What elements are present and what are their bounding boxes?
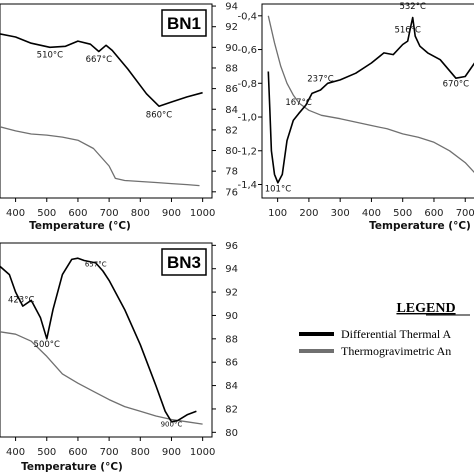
peak-annotation: 657°C [85,260,107,268]
y-tick-label: 84 [225,381,238,392]
legend-label-tg: Thermogravimetric An [341,344,451,358]
panel-tag: BN1 [167,14,201,33]
y-tick-label: 94 [225,2,238,13]
legend-title: LEGEND [396,301,455,316]
x-tick-label: 400 [362,208,381,219]
y-tick-label: 78 [225,167,238,178]
y-tick-label: 84 [225,105,238,116]
panel-tag-box [161,9,207,37]
peak-annotation: 667°C [86,55,112,65]
tg-curve [267,15,474,174]
series-group [0,33,203,187]
x-tick-label: 700 [100,208,119,219]
y-tick-label: 92 [225,22,238,33]
y-axis-ticks: -0,4 -0,6 -0,8 -1,0 -1,2 -1,4 [237,11,262,191]
x-tick-label: 400 [6,447,25,458]
y-tick-label: 90 [225,43,238,54]
x-tick-label: 600 [68,208,87,219]
x-tick-label: 500 [393,208,412,219]
x-axis-ticks: 400 500 600 700 800 900 1000 [6,198,215,219]
y-tick-label: 94 [225,264,238,275]
x-axis-ticks: 100 200 300 400 500 600 700 [268,198,474,219]
x-tick-label: 200 [299,208,318,219]
peak-annotation: 167°C [285,98,311,108]
peak-annotation: 516°C [394,26,420,36]
x-tick-label: 500 [37,447,56,458]
y-axis-ticks: 96 94 92 90 88 86 84 82 80 [212,241,238,439]
y-tick-label: 88 [225,63,238,74]
y-tick-label: 96 [225,241,238,252]
panel-right: 100 200 300 400 500 600 700 -0,4 -0,6 -0,8 -1,0 -1… [237,2,474,232]
x-tick-label: 100 [268,208,287,219]
y-axis-ticks: 94 92 90 88 86 84 82 80 78 76 [212,2,238,198]
y-tick-label: -1,0 [237,113,257,124]
y-tick-label: 82 [225,125,238,136]
y-tick-label: 86 [225,84,238,95]
x-tick-label: 800 [131,208,150,219]
peak-annotation: 101°C [265,184,291,194]
x-tick-label: 900 [162,447,181,458]
dta-curve [0,33,203,107]
y-tick-label: 80 [225,428,238,439]
y-tick-label: 90 [225,311,238,322]
peak-annotation: 860°C [146,111,172,121]
peak-annotation: 423°C [8,296,34,306]
x-tick-label: 400 [6,208,25,219]
series-group [267,15,474,184]
peak-annotation: 532°C [399,2,425,12]
x-axis-title: Temperature (°C) [369,220,471,232]
y-tick-label: 76 [225,187,238,198]
tg-curve [0,331,203,425]
y-tick-label: -0,6 [237,45,257,56]
y-tick-label: -0,4 [237,11,257,22]
x-axis-title: Temperature (°C) [21,461,123,473]
plot-frame [261,3,474,199]
peak-annotation: 900°C [161,420,183,428]
plot-frame [0,3,213,199]
x-axis-title: Temperature (°C) [29,220,131,232]
panel-bn3: 400 500 600 700 800 900 1000 96 94 92 90 88 86 84 82 8… [0,241,238,473]
x-tick-label: 900 [162,208,181,219]
panel-bn1: 400 500 600 700 800 900 1000 94 92 90 88 86 84 82 80 7… [0,2,238,232]
dta-curve [0,257,197,423]
y-tick-label: 80 [225,146,238,157]
y-tick-label: -1,2 [237,146,257,157]
peak-annotation: 670°C [443,80,469,90]
peak-annotation: 500°C [34,340,60,350]
y-tick-label: 86 [225,358,238,369]
legend-label-dta: Differential Thermal A [341,327,452,341]
peak-annotation: 237°C [307,75,333,85]
annotation-group: 423°C 500°C 657°C 900°C [8,260,182,428]
panel-tag: BN3 [167,253,201,272]
plot-frame [0,242,213,438]
x-tick-label: 700 [456,208,474,219]
x-tick-label: 600 [68,447,87,458]
x-tick-label: 800 [131,447,150,458]
y-tick-label: -1,4 [237,180,257,191]
x-tick-label: 1000 [190,208,215,219]
y-tick-label: -0,8 [237,79,257,90]
annotation-group: 101°C 167°C 237°C 516°C 532°C 670°C [265,2,469,194]
y-tick-label: 82 [225,404,238,415]
x-tick-label: 300 [331,208,350,219]
x-tick-label: 500 [37,208,56,219]
x-axis-ticks: 400 500 600 700 800 900 1000 [6,437,215,458]
tg-curve [0,126,200,187]
annotation-group: 510°C 667°C 860°C [37,51,173,121]
y-tick-label: 92 [225,288,238,299]
x-tick-label: 1000 [190,447,215,458]
x-tick-label: 600 [424,208,443,219]
dta-curve [267,16,474,184]
legend: LEGEND Differential Thermal A Thermograv… [299,301,470,358]
x-tick-label: 700 [100,447,119,458]
y-tick-label: 88 [225,334,238,345]
peak-annotation: 510°C [37,51,63,61]
panel-tag-box [161,248,207,276]
series-group [0,257,203,425]
